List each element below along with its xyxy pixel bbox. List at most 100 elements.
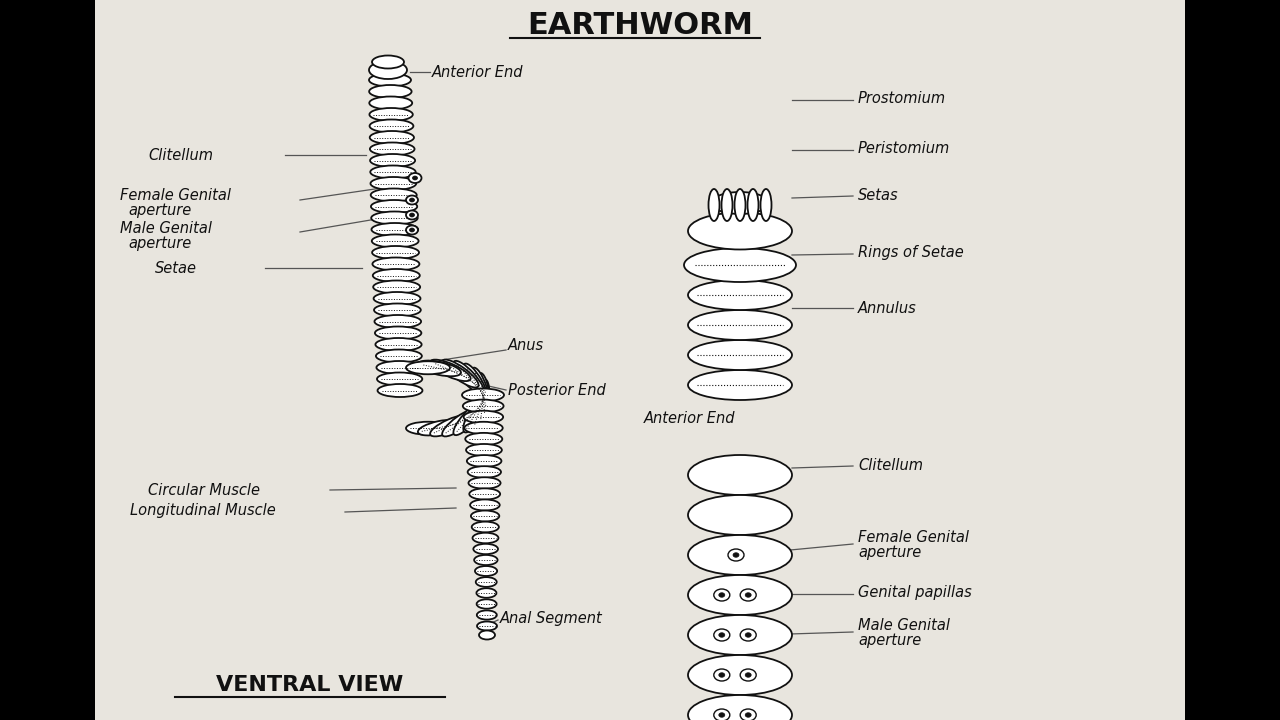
Text: Setas: Setas	[858, 187, 899, 202]
Ellipse shape	[728, 549, 744, 561]
Ellipse shape	[371, 235, 419, 248]
Ellipse shape	[406, 422, 451, 435]
Ellipse shape	[470, 488, 500, 500]
Text: aperture: aperture	[858, 632, 922, 647]
Ellipse shape	[410, 198, 415, 202]
Text: Peristomium: Peristomium	[858, 140, 950, 156]
Ellipse shape	[740, 669, 756, 681]
Text: Male Genital: Male Genital	[858, 618, 950, 632]
Text: Anal Segment: Anal Segment	[500, 611, 603, 626]
Ellipse shape	[745, 633, 751, 637]
Bar	[95, 0, 1185, 720]
Ellipse shape	[406, 361, 451, 374]
Ellipse shape	[369, 85, 412, 98]
Ellipse shape	[468, 477, 500, 489]
Ellipse shape	[689, 455, 792, 495]
Ellipse shape	[463, 410, 503, 423]
Ellipse shape	[748, 189, 759, 221]
Ellipse shape	[442, 359, 479, 387]
Ellipse shape	[474, 544, 498, 554]
Ellipse shape	[689, 495, 792, 535]
Text: Longitudinal Muscle: Longitudinal Muscle	[131, 503, 275, 518]
Ellipse shape	[472, 533, 498, 544]
Ellipse shape	[684, 248, 796, 282]
Ellipse shape	[714, 589, 730, 601]
Ellipse shape	[370, 166, 416, 179]
Ellipse shape	[370, 108, 413, 121]
Ellipse shape	[476, 599, 497, 608]
Ellipse shape	[472, 522, 499, 532]
Ellipse shape	[374, 281, 420, 294]
Ellipse shape	[719, 672, 724, 678]
Ellipse shape	[733, 553, 739, 557]
Ellipse shape	[372, 258, 420, 271]
Ellipse shape	[372, 269, 420, 282]
Text: Anterior End: Anterior End	[644, 410, 736, 426]
Ellipse shape	[740, 709, 756, 720]
Ellipse shape	[476, 577, 497, 587]
Ellipse shape	[689, 212, 792, 250]
Ellipse shape	[430, 415, 471, 436]
Ellipse shape	[412, 176, 417, 180]
Ellipse shape	[760, 189, 772, 221]
Ellipse shape	[470, 500, 499, 510]
Ellipse shape	[477, 621, 497, 631]
Text: Female Genital: Female Genital	[120, 187, 230, 202]
Text: Clitellum: Clitellum	[858, 457, 923, 472]
Ellipse shape	[378, 384, 422, 397]
Ellipse shape	[471, 510, 499, 521]
Ellipse shape	[745, 672, 751, 678]
Ellipse shape	[467, 455, 502, 467]
Ellipse shape	[712, 192, 768, 214]
Ellipse shape	[479, 631, 495, 639]
Ellipse shape	[453, 361, 484, 395]
Bar	[1185, 0, 1280, 720]
Ellipse shape	[689, 655, 792, 695]
Text: aperture: aperture	[128, 235, 191, 251]
Ellipse shape	[371, 200, 417, 213]
Ellipse shape	[465, 422, 503, 434]
Ellipse shape	[374, 292, 421, 305]
Ellipse shape	[453, 401, 484, 435]
Ellipse shape	[369, 61, 407, 79]
Ellipse shape	[462, 389, 504, 402]
Ellipse shape	[370, 131, 413, 144]
Text: Female Genital: Female Genital	[858, 529, 969, 544]
Ellipse shape	[370, 154, 415, 167]
Ellipse shape	[476, 379, 489, 423]
Ellipse shape	[714, 669, 730, 681]
Ellipse shape	[714, 629, 730, 641]
Ellipse shape	[476, 373, 489, 417]
Ellipse shape	[471, 368, 489, 410]
Ellipse shape	[371, 223, 419, 236]
Ellipse shape	[408, 173, 421, 183]
Ellipse shape	[689, 310, 792, 340]
Ellipse shape	[376, 361, 422, 374]
Ellipse shape	[740, 589, 756, 601]
Ellipse shape	[372, 246, 419, 259]
Text: Setae: Setae	[155, 261, 197, 276]
Text: Anterior End: Anterior End	[433, 65, 524, 79]
Ellipse shape	[465, 433, 502, 445]
Ellipse shape	[689, 575, 792, 615]
Text: Rings of Setae: Rings of Setae	[858, 245, 964, 259]
Text: VENTRAL VIEW: VENTRAL VIEW	[216, 675, 403, 695]
Ellipse shape	[406, 196, 419, 204]
Ellipse shape	[463, 394, 488, 433]
Ellipse shape	[370, 177, 416, 190]
Text: aperture: aperture	[858, 544, 922, 559]
Ellipse shape	[371, 189, 417, 202]
Ellipse shape	[375, 338, 421, 351]
Ellipse shape	[370, 120, 413, 132]
Ellipse shape	[719, 633, 724, 637]
Ellipse shape	[371, 212, 417, 225]
Ellipse shape	[375, 315, 421, 328]
Ellipse shape	[442, 408, 479, 436]
Ellipse shape	[719, 593, 724, 598]
Ellipse shape	[689, 535, 792, 575]
Ellipse shape	[463, 400, 503, 413]
Ellipse shape	[417, 420, 461, 436]
Ellipse shape	[375, 326, 421, 340]
Ellipse shape	[471, 387, 489, 428]
Text: EARTHWORM: EARTHWORM	[527, 11, 753, 40]
